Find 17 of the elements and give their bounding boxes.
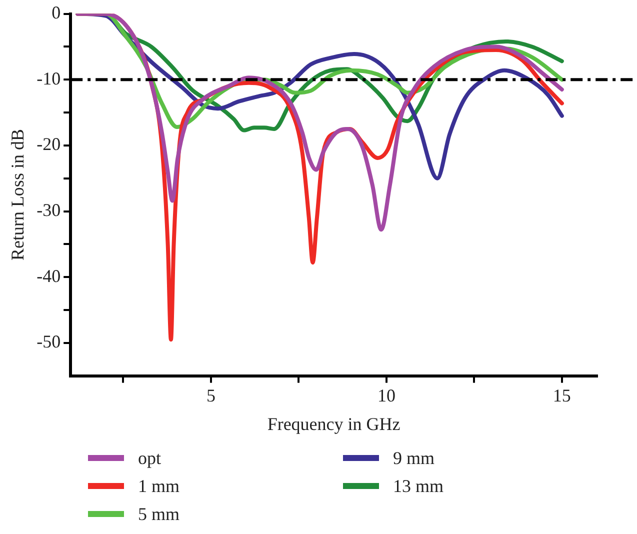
- line-series: [76, 14, 564, 232]
- x-tick-label: 10: [377, 385, 396, 406]
- x-axis-title: Frequency in GHz: [267, 414, 400, 434]
- legend-label: 13 mm: [393, 476, 444, 496]
- y-tick-label: -50: [36, 332, 61, 352]
- legend-label: 5 mm: [138, 504, 180, 524]
- y-tick-label: -10: [36, 68, 61, 88]
- x-tick-label: 5: [206, 385, 216, 406]
- y-tick-label: -30: [36, 200, 61, 220]
- legend-label: opt: [138, 448, 162, 468]
- y-tick-label: -40: [36, 266, 61, 286]
- y-tick-label: 0: [52, 2, 61, 23]
- legend-label: 9 mm: [393, 448, 435, 468]
- y-axis-title: Return Loss in dB: [8, 129, 28, 261]
- legend-label: 1 mm: [138, 476, 180, 496]
- y-tick-label: -20: [36, 134, 61, 154]
- x-tick-label: 15: [552, 385, 571, 406]
